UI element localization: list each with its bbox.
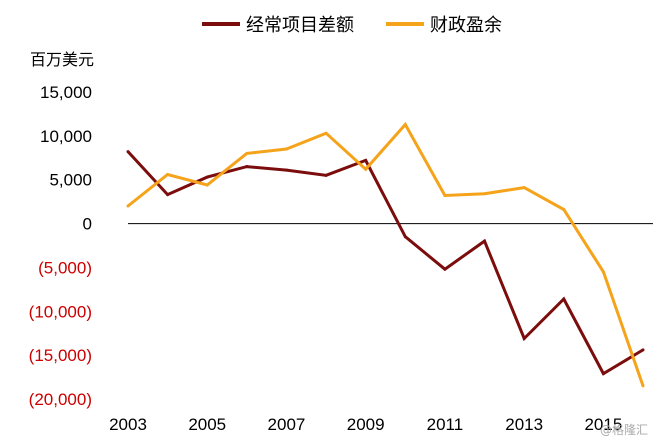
data-point [562, 208, 566, 212]
data-point [483, 239, 487, 243]
data-point [284, 147, 288, 151]
x-tick-label: 2011 [427, 415, 464, 434]
data-point [522, 186, 526, 190]
x-tick-label: 2013 [505, 415, 543, 434]
legend-label-current-account: 经常项目差额 [246, 15, 354, 36]
data-point [403, 235, 407, 239]
x-tick-label: 2003 [109, 415, 147, 434]
watermark: @格隆汇 [600, 422, 648, 437]
x-tick-label: 2005 [188, 415, 226, 434]
data-point [601, 372, 605, 376]
data-point [324, 131, 328, 135]
data-point [601, 270, 605, 274]
series-line-fiscal-surplus [127, 121, 645, 387]
data-point [284, 168, 288, 172]
x-axis-ticks: 2003 2005 2007 2009 2011 2013 2015 [109, 415, 622, 434]
data-point [483, 192, 487, 196]
x-tick-label: 2009 [347, 415, 385, 434]
y-tick-label: (10,000) [29, 302, 92, 321]
series-layer [126, 121, 645, 388]
data-point [641, 348, 645, 352]
data-point [126, 204, 130, 208]
data-point [205, 175, 209, 179]
x-tick-label: 2015 [584, 415, 622, 434]
data-point [166, 193, 170, 197]
data-point [324, 173, 328, 177]
data-point [443, 194, 447, 198]
data-point [245, 165, 249, 169]
data-point [522, 336, 526, 340]
data-point [245, 151, 249, 155]
data-point [641, 384, 645, 388]
data-point [166, 172, 170, 176]
y-tick-label: 15,000 [40, 83, 92, 102]
x-tick-label: 2007 [268, 415, 306, 434]
data-point [443, 267, 447, 271]
series-line-current-account [126, 150, 644, 376]
y-axis-ticks: 15,000 10,000 5,000 0 (5,000) (10,000) (15,000… [29, 83, 92, 409]
legend: 经常项目差额 财政盈余 [202, 15, 502, 36]
y-tick-label: (20,000) [29, 390, 92, 409]
data-point [403, 122, 407, 126]
y-tick-label: 0 [83, 215, 92, 234]
data-point [205, 183, 209, 187]
data-point [364, 158, 368, 162]
y-tick-label: 5,000 [49, 171, 92, 190]
data-point [562, 297, 566, 301]
y-tick-label: 10,000 [40, 127, 92, 146]
y-axis-unit-label: 百万美元 [30, 50, 94, 69]
data-point [364, 167, 368, 171]
data-point [126, 150, 130, 154]
y-tick-label: (15,000) [29, 346, 92, 365]
legend-label-fiscal-surplus: 财政盈余 [430, 15, 502, 36]
y-tick-label: (5,000) [38, 258, 92, 277]
